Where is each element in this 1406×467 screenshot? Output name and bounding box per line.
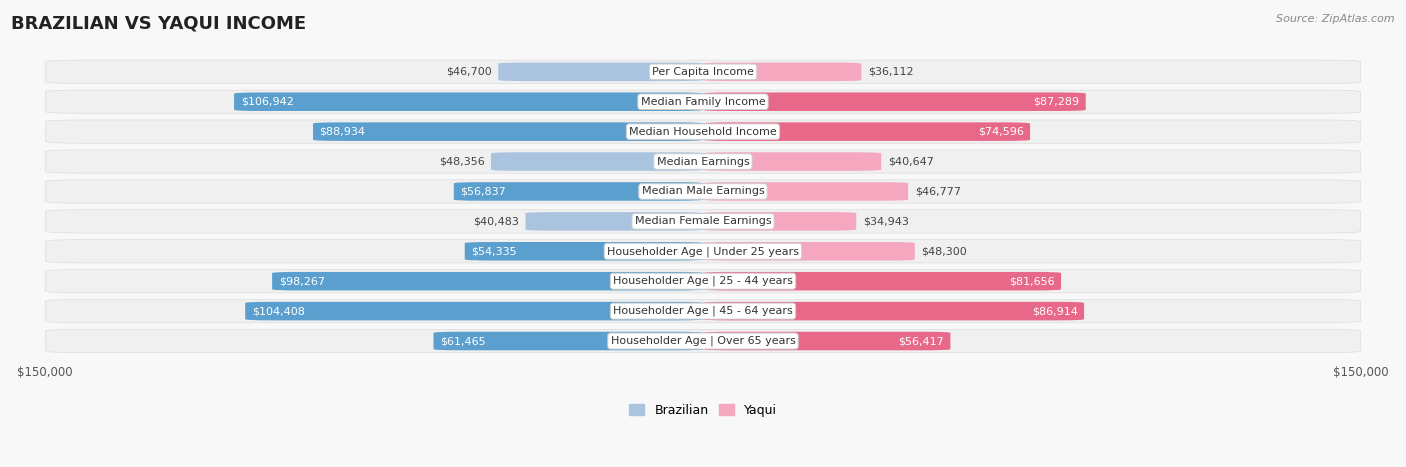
Text: $56,417: $56,417 <box>898 336 943 346</box>
Text: $40,647: $40,647 <box>887 156 934 167</box>
Text: $56,837: $56,837 <box>460 186 506 197</box>
FancyBboxPatch shape <box>703 212 856 231</box>
Text: Source: ZipAtlas.com: Source: ZipAtlas.com <box>1277 14 1395 24</box>
Text: $34,943: $34,943 <box>863 216 908 226</box>
FancyBboxPatch shape <box>703 122 1031 141</box>
Text: BRAZILIAN VS YAQUI INCOME: BRAZILIAN VS YAQUI INCOME <box>11 14 307 32</box>
Text: $54,335: $54,335 <box>471 246 517 256</box>
Text: Median Female Earnings: Median Female Earnings <box>634 216 772 226</box>
Text: $48,300: $48,300 <box>921 246 967 256</box>
FancyBboxPatch shape <box>703 152 882 171</box>
FancyBboxPatch shape <box>703 332 950 350</box>
Text: Per Capita Income: Per Capita Income <box>652 67 754 77</box>
Text: $46,777: $46,777 <box>915 186 960 197</box>
FancyBboxPatch shape <box>703 63 862 81</box>
FancyBboxPatch shape <box>526 212 703 231</box>
FancyBboxPatch shape <box>45 180 1361 203</box>
FancyBboxPatch shape <box>45 150 1361 173</box>
Legend: Brazilian, Yaqui: Brazilian, Yaqui <box>624 399 782 422</box>
FancyBboxPatch shape <box>465 242 703 261</box>
Text: Householder Age | 25 - 44 years: Householder Age | 25 - 44 years <box>613 276 793 286</box>
FancyBboxPatch shape <box>45 60 1361 84</box>
Text: Median Male Earnings: Median Male Earnings <box>641 186 765 197</box>
FancyBboxPatch shape <box>45 120 1361 143</box>
FancyBboxPatch shape <box>45 329 1361 353</box>
FancyBboxPatch shape <box>45 299 1361 323</box>
FancyBboxPatch shape <box>703 272 1062 290</box>
Text: $104,408: $104,408 <box>252 306 305 316</box>
FancyBboxPatch shape <box>273 272 703 290</box>
Text: $98,267: $98,267 <box>278 276 325 286</box>
FancyBboxPatch shape <box>703 182 908 201</box>
Text: $81,656: $81,656 <box>1010 276 1054 286</box>
FancyBboxPatch shape <box>45 90 1361 113</box>
FancyBboxPatch shape <box>45 210 1361 233</box>
FancyBboxPatch shape <box>45 240 1361 263</box>
Text: Householder Age | Under 25 years: Householder Age | Under 25 years <box>607 246 799 256</box>
FancyBboxPatch shape <box>703 92 1085 111</box>
Text: $106,942: $106,942 <box>240 97 294 107</box>
FancyBboxPatch shape <box>454 182 703 201</box>
FancyBboxPatch shape <box>491 152 703 171</box>
Text: Median Earnings: Median Earnings <box>657 156 749 167</box>
Text: Median Family Income: Median Family Income <box>641 97 765 107</box>
Text: $36,112: $36,112 <box>868 67 914 77</box>
Text: $46,700: $46,700 <box>446 67 492 77</box>
FancyBboxPatch shape <box>703 302 1084 320</box>
FancyBboxPatch shape <box>433 332 703 350</box>
FancyBboxPatch shape <box>314 122 703 141</box>
FancyBboxPatch shape <box>45 269 1361 293</box>
Text: Householder Age | Over 65 years: Householder Age | Over 65 years <box>610 336 796 346</box>
Text: $40,483: $40,483 <box>472 216 519 226</box>
Text: Householder Age | 45 - 64 years: Householder Age | 45 - 64 years <box>613 306 793 316</box>
Text: Median Household Income: Median Household Income <box>628 127 778 137</box>
Text: $74,596: $74,596 <box>977 127 1024 137</box>
FancyBboxPatch shape <box>245 302 703 320</box>
Text: $87,289: $87,289 <box>1033 97 1080 107</box>
Text: $86,914: $86,914 <box>1032 306 1077 316</box>
FancyBboxPatch shape <box>703 242 915 261</box>
Text: $61,465: $61,465 <box>440 336 485 346</box>
FancyBboxPatch shape <box>498 63 703 81</box>
Text: $88,934: $88,934 <box>319 127 366 137</box>
FancyBboxPatch shape <box>233 92 703 111</box>
Text: $48,356: $48,356 <box>439 156 485 167</box>
